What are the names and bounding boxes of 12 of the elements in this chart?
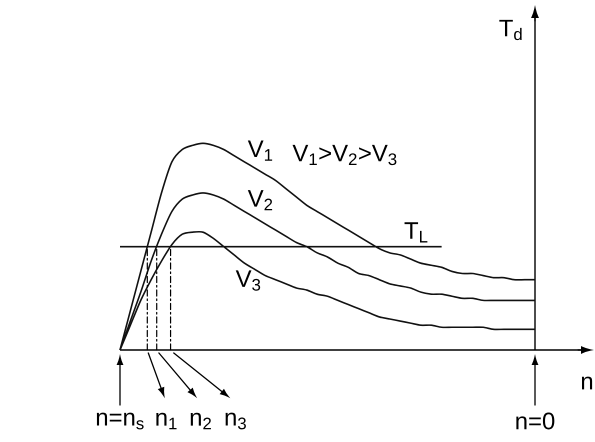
- text: n$_{1}$: [156, 412, 177, 430]
- x-tick-label: n=n$_{s}$: [96, 412, 144, 430]
- y-axis-title: T$_{d}$: [499, 20, 522, 40]
- series-label: V$_{3}$: [236, 270, 260, 291]
- annotation: V$_{1}$>V$_{2}$>V$_{3}$: [292, 144, 396, 166]
- x-tick-label: n=0: [516, 412, 554, 430]
- series-label: V$_{1}$: [248, 140, 272, 161]
- series-label: T$_{L}$: [404, 222, 428, 242]
- x-axis-title: n: [582, 376, 592, 390]
- series-label: V$_{2}$: [248, 190, 272, 210]
- text: n$_{3}$: [226, 412, 246, 430]
- text: n$_{2}$: [190, 412, 211, 430]
